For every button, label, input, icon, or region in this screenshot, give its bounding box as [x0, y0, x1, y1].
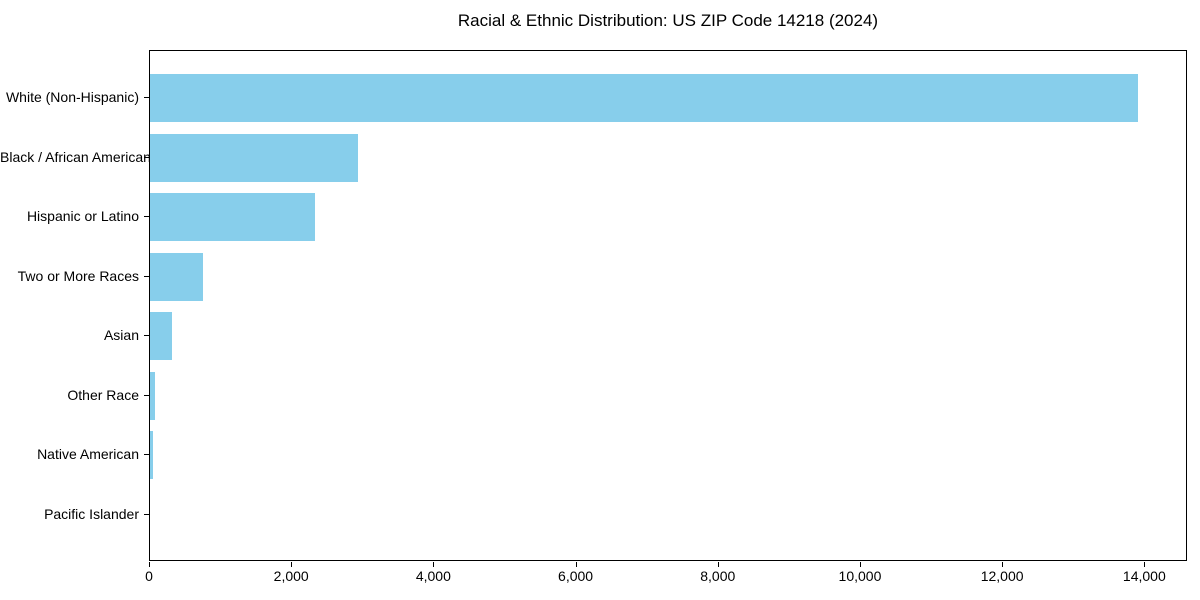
- y-tick-mark: [144, 394, 149, 396]
- y-tick-label: White (Non-Hispanic): [5, 89, 139, 105]
- y-tick-label: Asian: [103, 327, 139, 343]
- x-tick-mark: [1144, 562, 1146, 567]
- y-tick-mark: [144, 513, 149, 515]
- x-tick-mark: [859, 562, 861, 567]
- x-tick-label: 10,000: [838, 568, 882, 584]
- bar: [150, 371, 156, 420]
- x-tick-label: 2,000: [273, 568, 309, 584]
- y-tick-mark: [144, 156, 149, 158]
- x-tick-label: 12,000: [980, 568, 1024, 584]
- y-tick-mark: [144, 454, 149, 455]
- x-tick-label: 14,000: [1122, 568, 1166, 584]
- bar: [150, 193, 315, 241]
- y-tick-label: Pacific Islander: [44, 505, 139, 522]
- x-tick-mark: [433, 562, 435, 567]
- chart-title: Racial & Ethnic Distribution: US ZIP Cod…: [457, 11, 879, 30]
- y-tick-label: Hispanic or Latino: [26, 208, 139, 224]
- x-tick-label: 6,000: [558, 568, 594, 584]
- x-tick-mark: [575, 562, 577, 567]
- y-tick-label: Native American: [37, 446, 139, 462]
- bar: [150, 431, 154, 479]
- bar: [150, 252, 203, 301]
- bar: [150, 133, 358, 182]
- y-tick-mark: [144, 335, 149, 336]
- plot-area: [149, 50, 1187, 561]
- y-tick-mark: [144, 97, 149, 98]
- y-tick-label: Black / African American: [0, 148, 151, 165]
- x-tick-mark: [291, 562, 293, 567]
- y-tick-mark: [144, 216, 149, 217]
- y-tick-label: Two or More Races: [17, 267, 139, 284]
- x-tick-label: 8,000: [700, 568, 736, 584]
- bar: [150, 74, 1139, 122]
- x-tick-mark: [717, 562, 719, 567]
- y-tick-label: Other Race: [67, 386, 139, 403]
- x-tick-mark: [149, 562, 150, 567]
- x-tick-label: 0: [145, 568, 153, 584]
- x-tick-mark: [1002, 562, 1004, 567]
- y-tick-mark: [144, 275, 149, 277]
- x-tick-label: 4,000: [415, 568, 451, 584]
- bar: [150, 312, 173, 360]
